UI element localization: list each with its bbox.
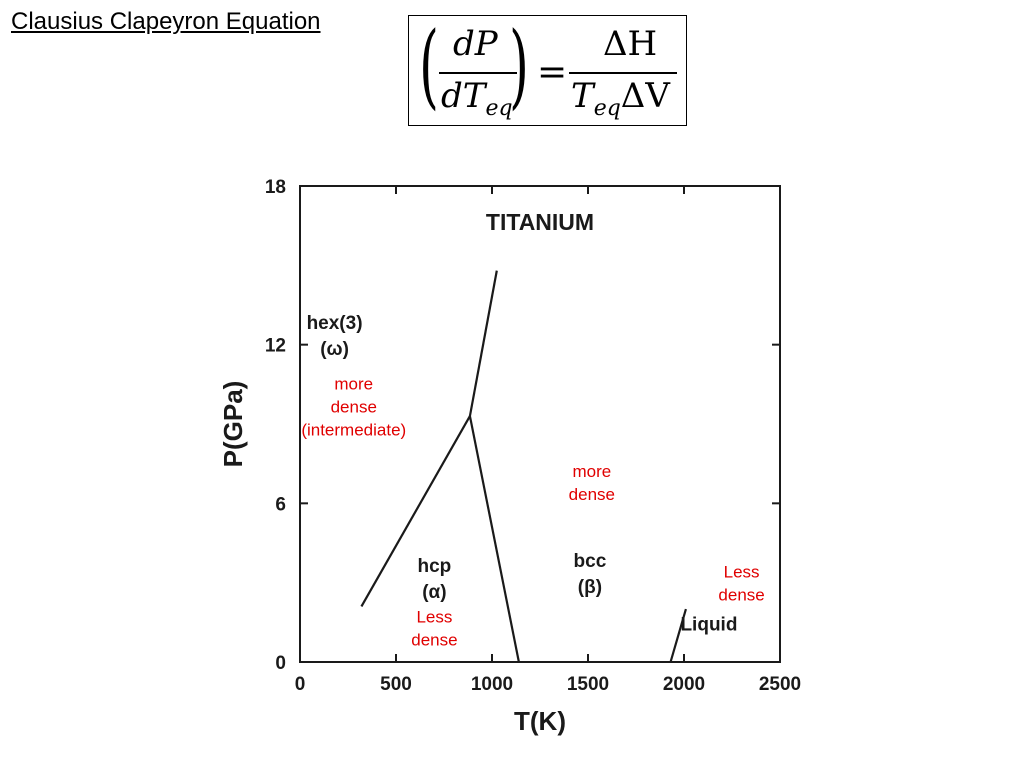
rhs-numerator-text: ΔH bbox=[603, 24, 658, 64]
y-axis-label: P(GPa) bbox=[218, 381, 248, 468]
plot-frame bbox=[299, 185, 781, 663]
phase-label: (ω) bbox=[320, 339, 349, 360]
rhs-denominator-base: T bbox=[571, 76, 594, 116]
x-tick-label: 2500 bbox=[759, 674, 801, 695]
density-annotation: dense bbox=[331, 398, 377, 417]
lhs-numerator: dP bbox=[453, 24, 498, 64]
phase-boundary-line bbox=[468, 270, 498, 417]
density-annotation: dense bbox=[411, 630, 457, 649]
rhs-fraction-bar bbox=[569, 72, 677, 74]
x-tick-label: 1500 bbox=[567, 674, 609, 695]
right-paren: ) bbox=[509, 12, 529, 119]
phase-label: (β) bbox=[578, 577, 602, 598]
x-tick-label: 1000 bbox=[471, 674, 513, 695]
density-annotation: Less bbox=[416, 607, 452, 626]
x-tick-label: 2000 bbox=[663, 674, 705, 695]
lhs-denominator-base: dT bbox=[441, 76, 486, 116]
x-axis-label: T(K) bbox=[514, 706, 566, 736]
equals-sign: = bbox=[537, 52, 568, 93]
phase-boundary-line bbox=[468, 415, 520, 663]
clausius-clapeyron-equation: ( dP dTeq ) = ΔH TeqΔV bbox=[408, 15, 687, 126]
phase-label: Liquid bbox=[680, 614, 737, 635]
y-tick-label: 6 bbox=[275, 494, 286, 515]
chart-title: TITANIUM bbox=[486, 209, 594, 235]
y-tick-label: 0 bbox=[275, 653, 286, 674]
x-tick-label: 0 bbox=[295, 674, 306, 695]
phase-boundary-line bbox=[669, 608, 687, 663]
phase-label: hex(3) bbox=[307, 313, 363, 334]
rhs-denominator: TeqΔV bbox=[571, 76, 670, 121]
density-annotation: dense bbox=[718, 585, 764, 604]
density-annotation: (intermediate) bbox=[301, 421, 406, 440]
lhs-denominator: dTeq bbox=[441, 76, 513, 121]
rhs-numerator: ΔH bbox=[603, 24, 657, 64]
x-tick-label: 500 bbox=[380, 674, 412, 695]
rhs-denominator-tail: ΔV bbox=[620, 76, 670, 116]
phase-label: (α) bbox=[422, 582, 446, 603]
rhs-denominator-sub: eq bbox=[593, 96, 621, 121]
density-annotation: more bbox=[334, 375, 373, 394]
density-annotation: dense bbox=[569, 485, 615, 504]
lhs-fraction-bar bbox=[439, 72, 517, 74]
density-annotation: more bbox=[572, 462, 611, 481]
slide-title: Clausius Clapeyron Equation bbox=[11, 8, 321, 35]
y-tick-label: 12 bbox=[265, 336, 286, 357]
y-tick-label: 18 bbox=[265, 177, 286, 198]
lhs-denominator-sub: eq bbox=[485, 96, 513, 121]
phase-boundary-line bbox=[360, 415, 471, 608]
left-paren: ( bbox=[419, 12, 439, 119]
phase-label: bcc bbox=[574, 551, 607, 572]
density-annotation: Less bbox=[724, 562, 760, 581]
phase-label: hcp bbox=[418, 556, 452, 577]
